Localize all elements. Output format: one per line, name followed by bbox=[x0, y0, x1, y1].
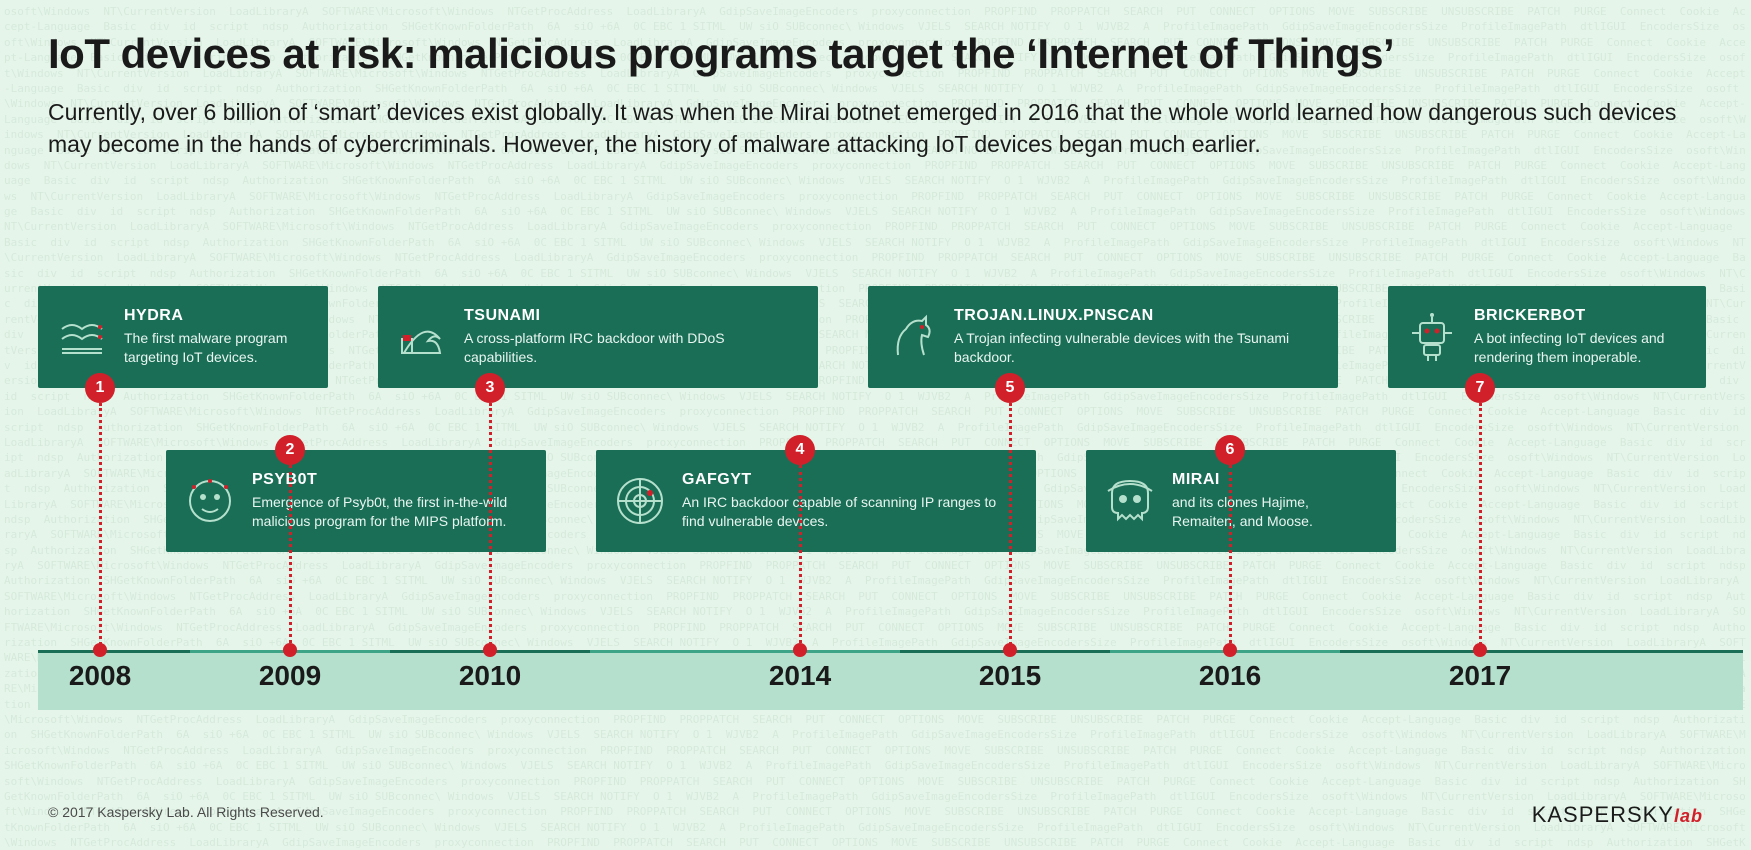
event-badge: 1 bbox=[85, 373, 115, 403]
axis-dot bbox=[483, 643, 497, 657]
event-desc: A cross-platform IRC backdoor with DDoS … bbox=[464, 329, 798, 367]
copyright: © 2017 Kaspersky Lab. All Rights Reserve… bbox=[48, 804, 324, 820]
event-title: TSUNAMI bbox=[464, 307, 798, 325]
event-badge: 5 bbox=[995, 373, 1025, 403]
skull-icon bbox=[1102, 473, 1158, 529]
event-card-7: BRICKERBOT A bot infecting IoT devices an… bbox=[1388, 286, 1706, 388]
axis-dot bbox=[1473, 643, 1487, 657]
event-connector bbox=[1479, 403, 1482, 650]
event-connector bbox=[799, 465, 802, 650]
event-desc: The first malware program targeting IoT … bbox=[124, 329, 308, 367]
robot-icon bbox=[1404, 309, 1460, 365]
brand-logo: KASPERSKYlab bbox=[1532, 802, 1703, 828]
event-connector bbox=[489, 403, 492, 650]
hydra-icon bbox=[54, 309, 110, 365]
event-badge: 2 bbox=[275, 435, 305, 465]
axis-dot bbox=[1003, 643, 1017, 657]
event-desc: An IRC backdoor capable of scanning IP r… bbox=[682, 493, 1016, 531]
event-title: MIRAI bbox=[1172, 471, 1376, 489]
timeline: 2008 2009 2010 2014 2015 2016 2017 HYDRA The fir… bbox=[0, 280, 1751, 780]
event-card-1: HYDRA The first malware program targeting… bbox=[38, 286, 328, 388]
event-desc: A bot infecting IoT devices and renderin… bbox=[1474, 329, 1686, 367]
year-label: 2014 bbox=[769, 660, 831, 692]
event-desc: Emergence of Psyb0t, the first in-the-wi… bbox=[252, 493, 526, 531]
event-badge: 7 bbox=[1465, 373, 1495, 403]
event-card-6: MIRAI and its clones Hajime, Remaiten, an… bbox=[1086, 450, 1396, 552]
page-title: IoT devices at risk: malicious programs … bbox=[48, 30, 1703, 78]
event-connector bbox=[1009, 403, 1012, 650]
event-card-5: TROJAN.LINUX.PNSCAN A Trojan infecting vu… bbox=[868, 286, 1338, 388]
brand-main: KASPERSKY bbox=[1532, 802, 1674, 827]
face-icon bbox=[182, 473, 238, 529]
event-card-3: TSUNAMI A cross-platform IRC backdoor wit… bbox=[378, 286, 818, 388]
wave-icon bbox=[394, 309, 450, 365]
event-connector bbox=[99, 403, 102, 650]
event-badge: 6 bbox=[1215, 435, 1245, 465]
year-label: 2017 bbox=[1449, 660, 1511, 692]
event-badge: 4 bbox=[785, 435, 815, 465]
year-label: 2016 bbox=[1199, 660, 1261, 692]
event-connector bbox=[289, 465, 292, 650]
event-badge: 3 bbox=[475, 373, 505, 403]
header-block: IoT devices at risk: malicious programs … bbox=[0, 0, 1751, 161]
year-label: 2010 bbox=[459, 660, 521, 692]
year-label: 2008 bbox=[69, 660, 131, 692]
year-label: 2015 bbox=[979, 660, 1041, 692]
axis-dot bbox=[1223, 643, 1237, 657]
page-subtitle: Currently, over 6 billion of ‘smart’ dev… bbox=[48, 96, 1698, 160]
event-title: TROJAN.LINUX.PNSCAN bbox=[954, 307, 1318, 325]
event-connector bbox=[1229, 465, 1232, 650]
axis-dot bbox=[793, 643, 807, 657]
event-title: GAFGYT bbox=[682, 471, 1016, 489]
event-title: BRICKERBOT bbox=[1474, 307, 1686, 325]
radar-icon bbox=[612, 473, 668, 529]
brand-sub: lab bbox=[1674, 806, 1703, 826]
year-label: 2009 bbox=[259, 660, 321, 692]
event-card-4: GAFGYT An IRC backdoor capable of scannin… bbox=[596, 450, 1036, 552]
event-desc: and its clones Hajime, Remaiten, and Moo… bbox=[1172, 493, 1376, 531]
event-title: PSYB0T bbox=[252, 471, 526, 489]
axis-dot bbox=[283, 643, 297, 657]
horse-icon bbox=[884, 309, 940, 365]
event-title: HYDRA bbox=[124, 307, 308, 325]
event-desc: A Trojan infecting vulnerable devices wi… bbox=[954, 329, 1318, 367]
axis-segment bbox=[590, 650, 900, 653]
axis-dot bbox=[93, 643, 107, 657]
